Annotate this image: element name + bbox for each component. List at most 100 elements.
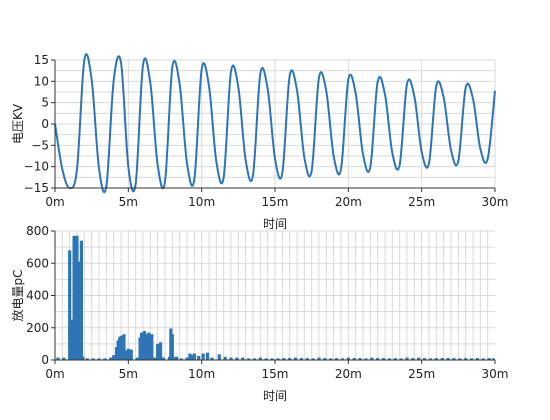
discharge-x-axis-title: 时间 xyxy=(263,389,287,403)
discharge-bar xyxy=(423,358,427,360)
voltage-x-ticks: 0m 5m 10m 15m 20m 25m 30m xyxy=(45,188,508,209)
discharge-bar xyxy=(56,357,60,360)
discharge-bar xyxy=(335,358,339,360)
discharge-bar xyxy=(387,358,391,360)
discharge-bar xyxy=(210,357,214,360)
y-tick-label: 200 xyxy=(26,321,49,335)
discharge-bar xyxy=(122,334,126,360)
voltage-x-axis-title: 时间 xyxy=(263,217,287,231)
discharge-bar xyxy=(189,355,193,360)
discharge-bar xyxy=(153,357,157,360)
discharge-bar xyxy=(103,358,107,360)
discharge-y-axis-title: 放电量pC xyxy=(10,270,25,322)
discharge-bar xyxy=(288,358,292,360)
discharge-bar xyxy=(299,358,303,360)
discharge-bar xyxy=(282,358,286,360)
discharge-bar xyxy=(270,358,274,360)
y-tick-label: 600 xyxy=(26,256,49,270)
y-tick-label: −15 xyxy=(24,181,49,195)
y-tick-label: −10 xyxy=(24,160,49,174)
x-tick-label: 15m xyxy=(262,367,289,381)
voltage-y-ticks: 15 10 5 0 −5 −10 −15 xyxy=(24,53,55,195)
discharge-bar xyxy=(192,353,196,360)
discharge-bar xyxy=(156,343,160,360)
x-tick-label: 0m xyxy=(45,195,64,209)
discharge-bar xyxy=(68,250,72,360)
discharge-bar xyxy=(417,357,421,360)
x-tick-label: 30m xyxy=(482,195,509,209)
discharge-bar xyxy=(112,355,116,360)
discharge-bar xyxy=(464,358,468,360)
x-tick-label: 30m xyxy=(482,367,509,381)
discharge-bar xyxy=(452,358,456,360)
discharge-bar xyxy=(370,357,374,360)
discharge-bar xyxy=(175,356,179,360)
x-tick-label: 25m xyxy=(408,195,435,209)
discharge-bar xyxy=(446,358,450,360)
discharge-bars xyxy=(56,235,496,360)
discharge-bar xyxy=(358,358,362,360)
discharge-bar xyxy=(150,334,154,360)
x-tick-label: 20m xyxy=(335,195,362,209)
discharge-bar xyxy=(458,358,462,360)
y-tick-label: 800 xyxy=(26,224,49,238)
discharge-bar xyxy=(205,352,210,360)
discharge-bar xyxy=(217,354,221,360)
discharge-bar xyxy=(81,356,85,360)
discharge-bar xyxy=(475,358,479,360)
discharge-bar xyxy=(311,358,315,360)
discharge-x-ticks: 0m 5m 10m 15m 20m 25m 30m xyxy=(45,360,508,381)
discharge-bar xyxy=(123,350,127,360)
discharge-bar xyxy=(364,358,368,360)
y-tick-label: −5 xyxy=(31,138,49,152)
discharge-bar xyxy=(247,358,251,360)
y-tick-label: 10 xyxy=(34,74,49,88)
discharge-y-ticks: 800 600 400 200 0 xyxy=(26,224,55,367)
discharge-bar xyxy=(491,358,496,360)
discharge-bar xyxy=(201,353,205,360)
y-tick-label: 15 xyxy=(34,53,49,67)
discharge-bar xyxy=(323,358,327,360)
discharge-bar xyxy=(381,358,386,360)
discharge-bar xyxy=(276,358,280,360)
discharge-bar xyxy=(161,357,166,360)
discharge-bar xyxy=(235,357,239,360)
voltage-chart: 15 10 5 0 −5 −10 −15 0m 5m 10m 15m 20m 25m 30m 时间 电压… xyxy=(11,53,508,231)
discharge-bar xyxy=(241,357,245,360)
discharge-bar xyxy=(135,357,139,360)
discharge-bar xyxy=(428,358,433,360)
discharge-bar xyxy=(481,358,485,360)
discharge-bar xyxy=(159,342,163,360)
discharge-bar xyxy=(252,358,257,360)
discharge-bar xyxy=(399,358,403,360)
discharge-bar xyxy=(185,357,189,360)
discharge-bar xyxy=(440,358,444,360)
voltage-grid xyxy=(55,59,496,188)
discharge-bar xyxy=(258,357,262,360)
x-tick-label: 10m xyxy=(188,367,215,381)
discharge-bar xyxy=(197,355,201,360)
discharge-bar xyxy=(229,357,233,360)
x-tick-label: 10m xyxy=(188,195,215,209)
discharge-bar xyxy=(340,358,345,360)
discharge-bar xyxy=(434,358,438,360)
discharge-bar xyxy=(293,357,298,360)
discharge-bar xyxy=(393,358,397,360)
discharge-bar xyxy=(85,358,89,360)
x-tick-label: 5m xyxy=(119,367,138,381)
discharge-bar xyxy=(411,358,415,360)
x-tick-label: 20m xyxy=(335,367,362,381)
discharge-bar xyxy=(126,348,130,360)
discharge-bar xyxy=(346,357,350,360)
y-tick-label: 0 xyxy=(41,117,49,131)
discharge-bar xyxy=(109,357,113,360)
x-tick-label: 0m xyxy=(45,367,64,381)
discharge-bar xyxy=(352,358,356,360)
y-tick-label: 5 xyxy=(41,96,49,110)
discharge-chart: 800 600 400 200 0 0m 5m 10m 15m 20m 25m 30m 时间 放电量… xyxy=(10,224,508,403)
discharge-bar xyxy=(170,334,174,360)
voltage-series-line xyxy=(54,53,496,194)
y-tick-label: 400 xyxy=(26,289,49,303)
